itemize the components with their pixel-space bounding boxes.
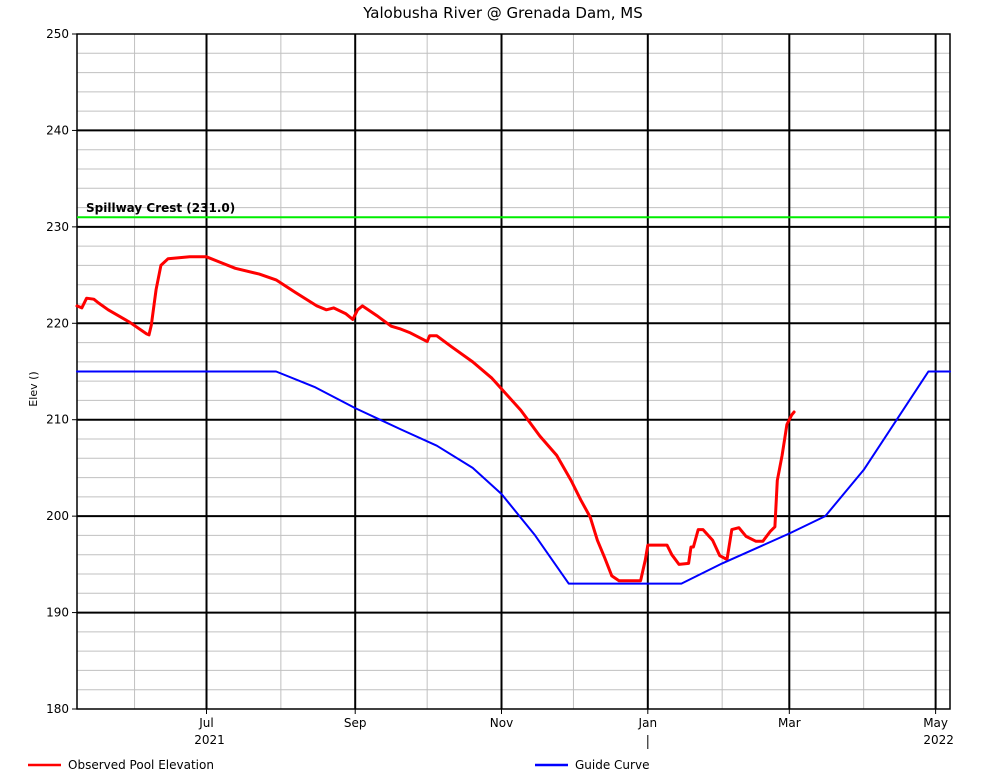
major-horizontal-gridlines [77,129,950,614]
spillway-crest-label: Spillway Crest (231.0) [86,201,235,215]
x-year-label: 2022 [923,733,954,747]
y-tick-label: 190 [46,606,69,620]
y-tick-label: 240 [46,123,69,137]
legend-label-observed: Observed Pool Elevation [68,758,214,772]
legend-item-observed[interactable]: Observed Pool Elevation [28,758,214,772]
chart-title: Yalobusha River @ Grenada Dam, MS [362,4,643,22]
major-vertical-gridlines [205,34,937,709]
y-axis-label: Elev () [27,371,40,406]
x-axis-ticks: Jul 2021 Sep Nov Jan Mar May 2022 [194,709,954,749]
legend: Observed Pool Elevation Guide Curve [28,758,649,772]
x-tick-label: Jan [638,716,658,730]
y-tick-label: 220 [46,316,69,330]
y-tick-label: 250 [46,27,69,41]
x-tick-label: Sep [344,716,367,730]
observed-pool-elevation-line [75,255,796,583]
x-tick-label: Nov [490,716,513,730]
guide-curve-line [76,370,951,585]
y-tick-label: 230 [46,220,69,234]
legend-label-guide-curve: Guide Curve [575,758,649,772]
x-tick-label: Mar [778,716,801,730]
x-tick-label: Jul [198,716,213,730]
y-tick-label: 200 [46,509,69,523]
x-tick-label: May [923,716,948,730]
y-tick-label: 180 [46,702,69,716]
y-tick-label: 210 [46,413,69,427]
y-axis-ticks: 180 190 200 210 220 230 240 250 [46,27,77,716]
x-year-label: 2021 [194,733,225,747]
legend-item-guide-curve[interactable]: Guide Curve [535,758,649,772]
series-layer [75,255,951,585]
annotations: Spillway Crest (231.0) [77,201,950,219]
